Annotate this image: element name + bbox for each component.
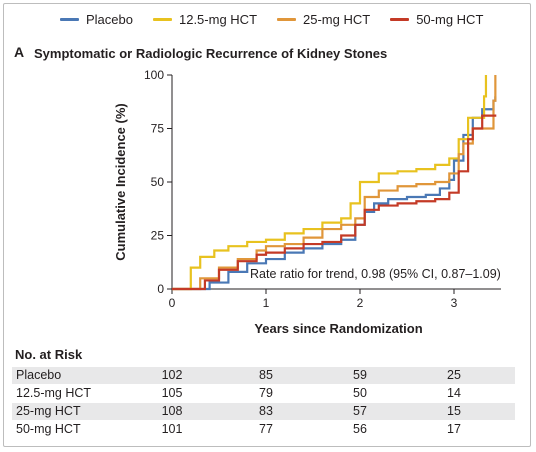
legend-swatch: [277, 17, 297, 21]
series-line-placebo: [172, 96, 497, 291]
y-tick-label: 0: [157, 282, 164, 296]
panel-letter: A: [14, 44, 25, 60]
y-tick-label: 25: [151, 229, 165, 243]
risk-count: 14: [447, 386, 461, 400]
legend-swatch: [60, 17, 79, 21]
risk-row-label: 50-mg HCT: [16, 422, 81, 436]
risk-count: 56: [353, 422, 367, 436]
risk-count: 57: [353, 404, 367, 418]
risk-count: 85: [259, 368, 273, 382]
trend-annotation: Rate ratio for trend, 0.98 (95% CI, 0.87…: [250, 267, 501, 281]
x-tick-label: 0: [169, 296, 176, 310]
risk-count: 50: [353, 386, 367, 400]
risk-count: 17: [447, 422, 461, 436]
risk-row-label: 12.5-mg HCT: [16, 386, 92, 400]
risk-count: 105: [161, 386, 183, 400]
risk-table-title: No. at Risk: [15, 347, 83, 362]
y-tick-label: 50: [151, 175, 165, 189]
risk-row-label: Placebo: [16, 368, 62, 382]
legend-label: 12.5-mg HCT: [178, 11, 258, 27]
legend-item: 25-mg HCT: [277, 12, 370, 27]
risk-table-row: 25-mg HCT 108 83 57 15: [12, 403, 515, 420]
y-tick-label: 75: [151, 122, 165, 136]
risk-count: 108: [161, 404, 183, 418]
risk-count: 59: [353, 368, 367, 382]
series-line-12-5-mg-hct: [172, 75, 488, 291]
legend-label: Placebo: [86, 11, 133, 27]
legend-swatch: [390, 17, 410, 21]
legend-item: Placebo: [60, 12, 133, 27]
legend-label: 50-mg HCT: [416, 11, 484, 27]
risk-table-row: 50-mg HCT 101 77 56 17: [12, 421, 515, 438]
chart-legend: Placebo 12.5-mg HCT 25-mg HCT 50-mg HCT: [60, 9, 483, 29]
series-line-50-mg-hct: [172, 114, 497, 291]
legend-item: 50-mg HCT: [390, 12, 483, 27]
risk-count: 77: [259, 422, 273, 436]
risk-table-row: Placebo 102 85 59 25: [12, 367, 515, 384]
x-tick-label: 2: [357, 296, 364, 310]
risk-table-row: 12.5-mg HCT 105 79 50 14: [12, 385, 515, 402]
risk-count: 83: [259, 404, 273, 418]
y-tick-label: 100: [144, 68, 164, 82]
incidence-chart: 0 25 50 75 100 0 1 2 3 Years since Randomization C…: [113, 68, 501, 336]
x-tick-label: 3: [451, 296, 458, 310]
risk-count: 25: [447, 368, 461, 382]
chart-title: Symptomatic or Radiologic Recurrence of …: [34, 46, 388, 61]
risk-count: 79: [259, 386, 273, 400]
risk-row-label: 25-mg HCT: [16, 404, 81, 418]
legend-swatch: [152, 17, 172, 21]
legend-label: 25-mg HCT: [303, 11, 371, 27]
x-tick-label: 1: [263, 296, 270, 310]
figure-frame: [3, 3, 531, 447]
risk-count: 101: [161, 422, 183, 436]
risk-count: 15: [447, 404, 461, 418]
x-axis-label: Years since Randomization: [254, 321, 422, 336]
legend-item: 12.5-mg HCT: [152, 11, 258, 27]
y-axis-label: Cumulative Incidence (%): [113, 103, 128, 260]
risk-count: 102: [161, 368, 183, 382]
series-line-25-mg-hct: [172, 75, 497, 291]
